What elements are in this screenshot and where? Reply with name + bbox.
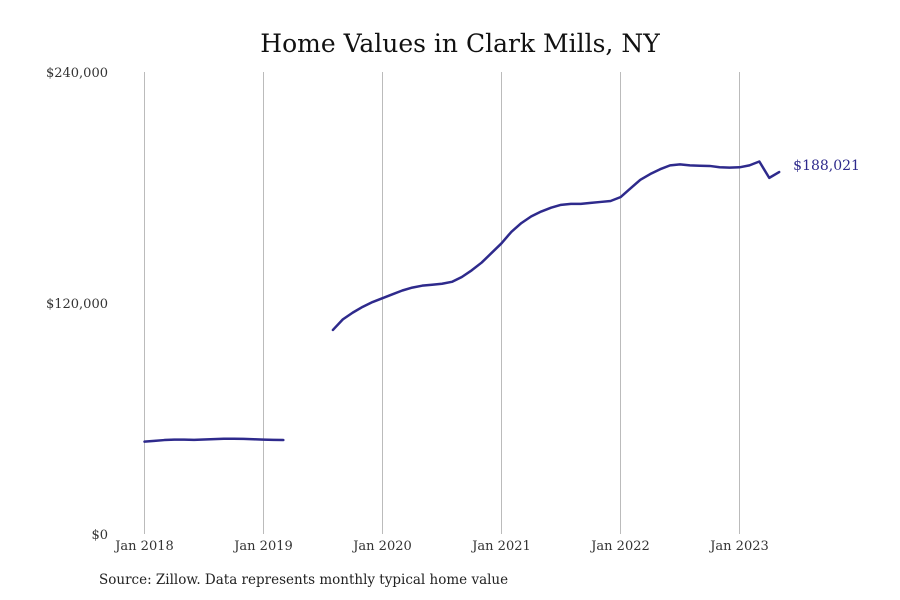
series-lines xyxy=(143,160,781,443)
x-tick-label: Jan 2020 xyxy=(351,539,412,554)
x-tick-label: Jan 2019 xyxy=(232,539,293,554)
x-tick-label: Jan 2021 xyxy=(470,539,531,554)
chart-title: Home Values in Clark Mills, NY xyxy=(260,29,660,58)
y-tick-label: $120,000 xyxy=(46,297,108,312)
y-axis-tick-labels: $0 $120,000 $240,000 xyxy=(46,66,108,543)
series-line-segment xyxy=(143,437,285,443)
x-tick-label: Jan 2018 xyxy=(113,539,174,554)
source-note: Source: Zillow. Data represents monthly … xyxy=(99,572,509,588)
grid-lines xyxy=(144,72,740,534)
y-tick-label: $240,000 xyxy=(46,66,108,81)
last-value-label: $188,021 xyxy=(793,158,860,174)
series-line-segment xyxy=(331,160,781,332)
x-axis-tick-labels: Jan 2018 Jan 2019 Jan 2020 Jan 2021 Jan 2022… xyxy=(113,539,769,554)
y-tick-label: $0 xyxy=(91,528,108,543)
x-tick-label: Jan 2023 xyxy=(708,539,769,554)
x-tick-label: Jan 2022 xyxy=(589,539,650,554)
